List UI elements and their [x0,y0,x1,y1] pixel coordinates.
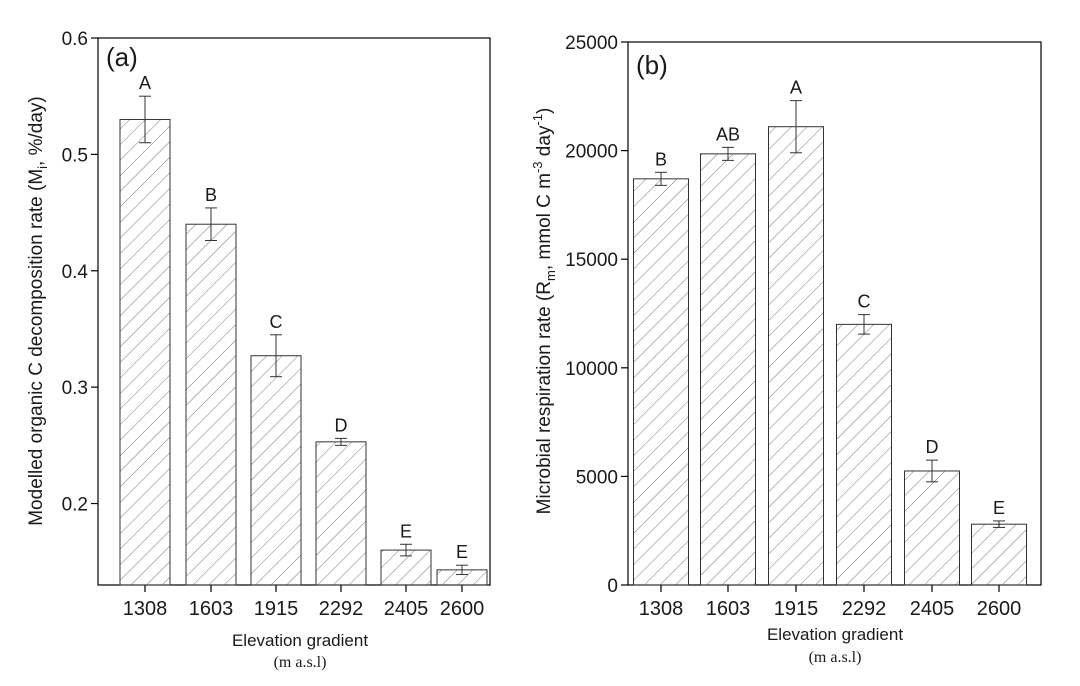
y-axis-title-end: ) [534,108,555,114]
bar [119,118,171,586]
plot-frame [627,41,1042,586]
y-tick-label: 0 [607,576,618,597]
error-bar [205,207,217,242]
y-axis-title-sup2: -1 [530,114,545,126]
y-axis-title-end: , %/day) [26,96,47,166]
y-tick-label: 25000 [565,33,618,54]
y-axis-title-main: Microbial respiration rate (R [534,281,555,514]
significance-letter: C [270,312,283,332]
y-tick-label: 0.5 [62,145,88,166]
significance-letter: B [655,149,667,169]
x-tick-label: 1308 [123,598,168,620]
y-tick-label: 20000 [565,142,618,163]
x-axis-unit: (m a.s.l) [809,649,862,666]
error-bar [335,437,347,446]
significance-letter: E [456,542,468,562]
x-tick-label: 2405 [384,598,429,620]
significance-letter: E [993,498,1005,518]
panel-label: (b) [636,50,668,80]
y-tick-label: 5000 [576,467,618,488]
error-bar [400,543,412,557]
y-tick-label: 15000 [565,250,618,271]
y-axis-title-mid: , mmol C m [534,173,555,270]
bar [315,441,367,586]
significance-letter: A [790,78,802,98]
error-bar [270,334,282,378]
x-tick-label: 1603 [706,598,751,620]
x-tick-label: 1308 [639,598,684,620]
bar [904,470,960,586]
bar [700,153,756,586]
significance-letter: D [335,415,348,435]
y-tick-label: 10000 [565,359,618,380]
chart-panel-b: B AB A C D E 0 5000 10000 15000 20000 25000 1308 16… [530,33,1042,666]
error-bar [139,95,151,144]
bar [185,223,237,586]
error-bar [926,459,938,483]
x-axis-title: Elevation gradient [232,631,368,650]
bar [250,355,302,586]
bar [836,323,892,586]
significance-letter: C [858,292,871,312]
x-axis-unit: (m a.s.l) [274,654,327,671]
y-axis-title-main: Modelled organic C decomposition rate (M [26,169,47,526]
error-bar [790,100,802,154]
error-bar [456,564,468,576]
y-axis-title: Microbial respiration rate (Rm, mmol C m… [530,108,558,515]
x-tick-label: 2600 [977,598,1022,620]
x-tick-label: 1915 [254,598,299,620]
x-tick-label: 2600 [440,598,485,620]
x-tick-label: 2405 [910,598,955,620]
error-bar [722,146,734,161]
y-axis-title-sub: i [35,166,50,169]
panel-label: (a) [106,42,138,72]
bar [971,523,1027,586]
error-bar [655,171,667,186]
significance-letter: AB [716,124,740,144]
x-tick-label: 2292 [319,598,364,620]
significance-letter: A [139,73,151,93]
significance-letter: E [400,521,412,541]
y-tick-label: 0.2 [62,495,88,516]
y-tick-label: 0.3 [62,378,88,399]
x-tick-label: 1603 [189,598,234,620]
y-axis-title-sub: m [543,270,558,281]
significance-letter: B [205,185,217,205]
significance-letter: D [926,437,939,457]
bar [768,126,824,586]
y-axis-title-mid2: day [534,125,555,161]
x-axis-title: Elevation gradient [767,625,903,644]
error-bar [858,314,870,335]
bar [633,178,689,586]
y-axis-title-sup1: -3 [530,161,545,173]
y-tick-label: 0.4 [62,262,89,283]
x-tick-label: 2292 [842,598,887,620]
chart-panel-a: A B C D E E 0.2 0.3 0.4 0.5 0.6 1308 1603 1915 2292 2… [26,29,491,671]
y-axis-title: Modelled organic C decomposition rate (M… [26,96,50,526]
x-tick-label: 1915 [774,598,819,620]
y-tick-label: 0.6 [62,29,88,50]
error-bar [993,520,1005,528]
